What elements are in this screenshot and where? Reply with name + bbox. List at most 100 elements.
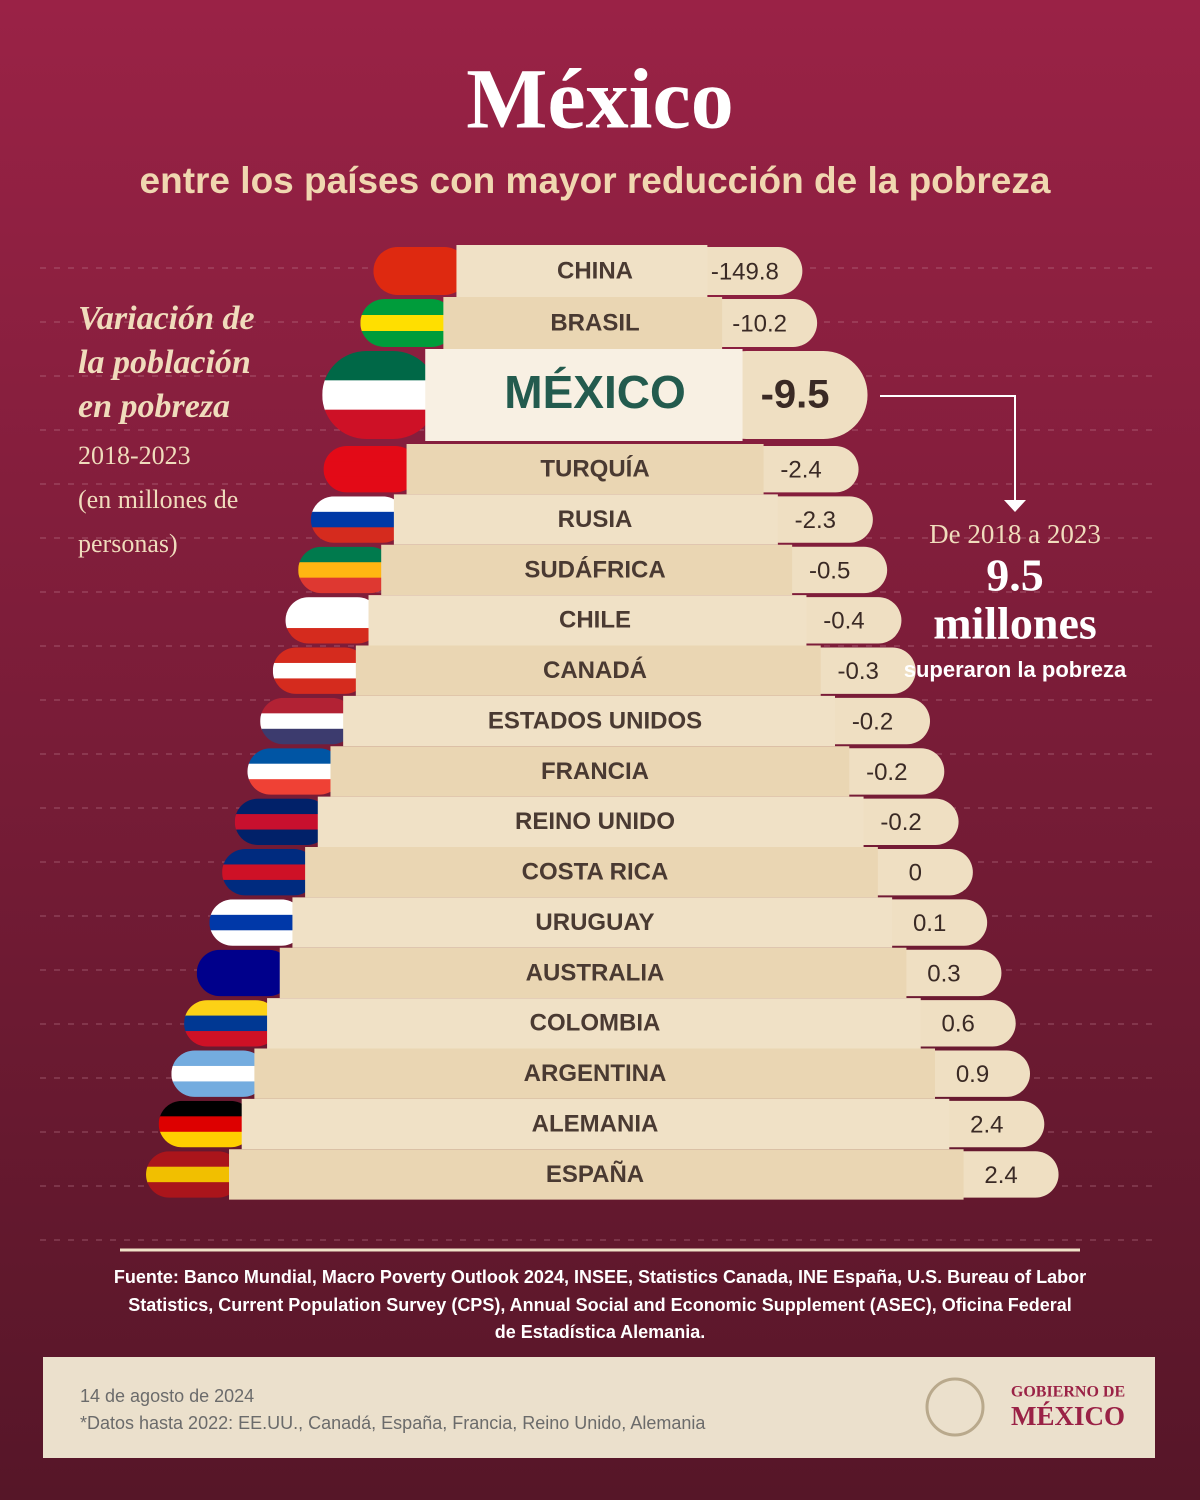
flag-stripe xyxy=(171,1081,267,1097)
footer-note: *Datos hasta 2022: EE.UU., Canadá, Españ… xyxy=(80,1413,706,1433)
source: Fuente: Banco Mundial, Macro Poverty Out… xyxy=(114,1267,1086,1342)
source-line: de Estadística Alemania. xyxy=(495,1322,705,1342)
flag-stripe xyxy=(234,814,330,831)
country-label: COSTA RICA xyxy=(522,859,669,886)
country-band xyxy=(406,444,764,495)
source-line: Statistics, Current Population Survey (C… xyxy=(128,1295,1072,1315)
flag-stripe xyxy=(196,949,292,967)
emblem xyxy=(925,1377,985,1437)
country-label: FRANCIA xyxy=(541,758,649,785)
flag-stripe xyxy=(234,829,330,845)
flag-stripe xyxy=(310,496,406,513)
country-label: SUDÁFRICA xyxy=(524,555,665,583)
flag xyxy=(158,1100,254,1148)
flag xyxy=(171,1050,267,1097)
flag-stripe xyxy=(260,728,356,745)
flag-stripe xyxy=(209,930,305,946)
country-label: COLOMBIA xyxy=(530,1010,661,1037)
flag-stripe xyxy=(247,779,343,795)
value-label: -0.2 xyxy=(866,759,907,786)
flag-stripe xyxy=(285,612,381,630)
country-label: CHILE xyxy=(559,607,631,634)
value-label: 2.4 xyxy=(970,1111,1003,1138)
flag xyxy=(234,798,330,845)
country-band xyxy=(381,544,793,596)
value-label: -149.8 xyxy=(711,258,779,285)
country-label: AUSTRALIA xyxy=(526,959,665,986)
value-label: -0.2 xyxy=(852,708,893,735)
flag-stripe xyxy=(196,965,292,982)
flag-stripe xyxy=(146,1166,242,1184)
flag-stripe xyxy=(298,562,394,579)
value-label: 0.1 xyxy=(913,910,946,937)
country-band xyxy=(229,1149,964,1200)
country-band xyxy=(317,796,864,847)
flag xyxy=(247,748,343,795)
flag xyxy=(209,899,305,946)
value-label: -0.2 xyxy=(880,809,921,836)
arrow xyxy=(880,395,1016,505)
country-label: CHINA xyxy=(557,257,633,284)
flag-stripe xyxy=(373,263,469,280)
flag-stripe xyxy=(260,697,356,715)
flag-stripe xyxy=(298,546,394,564)
side-period: 2018-2023 xyxy=(78,441,191,470)
country-band xyxy=(305,847,878,898)
flag-stripe xyxy=(146,1151,242,1168)
flag-stripe xyxy=(247,763,343,781)
flag xyxy=(323,446,419,493)
flag-stripe xyxy=(171,1065,267,1083)
flag-stripe xyxy=(146,1182,242,1198)
flag xyxy=(310,496,406,543)
side-heading: la población xyxy=(78,344,251,381)
flag xyxy=(285,597,381,644)
country-label: BRASIL xyxy=(550,309,639,336)
flag-stripe xyxy=(184,1000,280,1017)
highlight-caption: superaron la pobreza xyxy=(904,657,1127,682)
flag-stripe xyxy=(310,511,406,529)
country-band xyxy=(279,947,907,999)
country-band xyxy=(292,897,893,948)
value-pill xyxy=(702,351,868,439)
side-units: (en millones de xyxy=(78,485,238,514)
flag-stripe xyxy=(322,380,438,411)
flag-stripe xyxy=(360,315,456,332)
flag-stripe xyxy=(272,647,368,664)
flag-stripe xyxy=(373,279,469,295)
flag-stripe xyxy=(323,446,419,463)
country-band xyxy=(267,998,921,1049)
title: México xyxy=(466,51,733,147)
side-note: Variación de la población en pobreza 201… xyxy=(78,300,255,558)
country-label: ARGENTINA xyxy=(524,1060,667,1087)
ranking: CHINA -149.8 BRASIL -10.2 MÉXICO -9.5 TURQUÍA -… xyxy=(146,245,1059,1200)
side-units: personas) xyxy=(78,529,178,558)
value-label: -2.3 xyxy=(795,507,836,534)
flag-stripe xyxy=(209,899,305,916)
flag-stripe xyxy=(196,980,292,997)
flag-stripe xyxy=(158,1100,254,1118)
flag-stripe xyxy=(184,1031,280,1047)
country-band xyxy=(425,349,743,441)
value-label: -2.4 xyxy=(780,457,821,484)
flag xyxy=(272,647,368,694)
flag-stripe xyxy=(209,914,305,932)
flag xyxy=(222,849,318,896)
logo-text: MÉXICO xyxy=(1011,1401,1125,1431)
country-band xyxy=(254,1048,936,1099)
flag-stripe xyxy=(323,461,419,478)
country-label: ESPAÑA xyxy=(546,1160,644,1188)
side-heading: en pobreza xyxy=(78,388,230,425)
flag-stripe xyxy=(222,879,318,896)
country-band xyxy=(393,494,778,545)
country-label: URUGUAY xyxy=(535,909,654,936)
country-label: RUSIA xyxy=(558,506,633,533)
flag-stripe xyxy=(272,662,368,680)
flag-stripe xyxy=(272,678,368,694)
value-label: 2.4 xyxy=(984,1162,1017,1189)
logo-text: GOBIERNO DE xyxy=(1011,1384,1125,1401)
highlight-intro: De 2018 a 2023 xyxy=(929,519,1101,549)
flag-stripe xyxy=(285,628,381,644)
flag-stripe xyxy=(171,1050,267,1067)
flag-stripe xyxy=(285,597,381,614)
